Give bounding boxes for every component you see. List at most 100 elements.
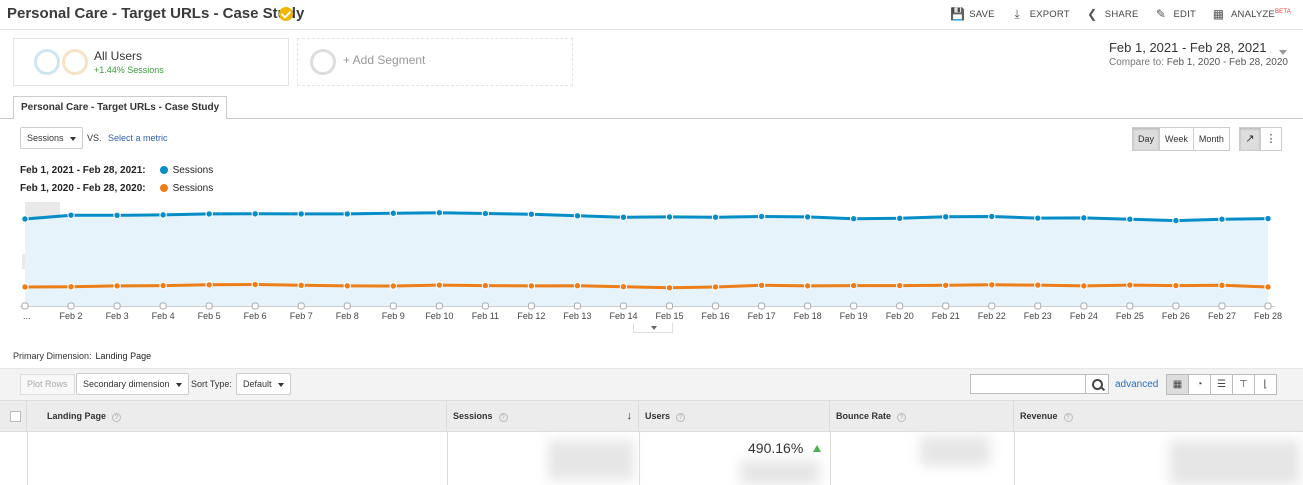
legend-current-range: Feb 1, 2021 - Feb 28, 2021:	[20, 165, 146, 176]
advanced-filter-link[interactable]: advanced	[1115, 379, 1159, 390]
data-point	[665, 284, 674, 292]
pie-chart-view-icon[interactable]: ◔	[1188, 374, 1211, 395]
redacted-sessions-value	[548, 440, 634, 480]
tab-report[interactable]: Personal Care - Target URLs - Case Study	[13, 96, 228, 119]
data-point	[942, 281, 950, 290]
help-icon[interactable]: ?	[498, 413, 508, 422]
chart-areas	[25, 212, 1268, 306]
data-point	[67, 211, 75, 219]
x-tick-marker	[67, 302, 75, 310]
day-button[interactable]: Day	[1132, 127, 1161, 151]
select-all-checkbox[interactable]	[10, 411, 21, 422]
data-point	[988, 281, 996, 289]
export-button[interactable]: ⤓ EXPORT	[1011, 8, 1070, 21]
plot-rows-button[interactable]: Plot Rows	[20, 374, 75, 395]
table-search-input[interactable]	[970, 374, 1086, 394]
x-tick-label: Feb 17	[748, 311, 776, 321]
data-point	[711, 283, 720, 291]
segment-name: All Users	[94, 49, 143, 63]
data-point	[619, 282, 628, 291]
col-landing-page[interactable]: Landing Page?	[27, 401, 447, 431]
week-button[interactable]: Week	[1159, 127, 1194, 151]
analyze-label: ANALYZEBETA	[1230, 8, 1291, 21]
help-icon[interactable]: ?	[897, 413, 907, 422]
col-users[interactable]: Users?	[639, 401, 830, 431]
data-point	[343, 282, 351, 290]
tab-divider	[0, 118, 1303, 119]
x-tick-label: Feb 28	[1254, 311, 1282, 321]
col-revenue[interactable]: Revenue?	[1014, 401, 1303, 431]
comparison-view-icon[interactable]: ⊤	[1232, 374, 1255, 395]
legend-current: Feb 1, 2021 - Feb 28, 2021: Sessions	[20, 165, 213, 176]
cell-divider	[639, 432, 640, 485]
chevron-down-icon[interactable]	[1279, 50, 1287, 55]
data-point	[251, 210, 259, 218]
month-button[interactable]: Month	[1192, 127, 1230, 151]
date-range-picker[interactable]: Feb 1, 2021 - Feb 28, 2021 Compare to: F…	[1109, 40, 1288, 68]
select-all-cell	[0, 401, 27, 431]
x-tick-marker	[113, 302, 121, 310]
x-tick-label: Feb 7	[290, 311, 313, 321]
legend-previous: Feb 1, 2020 - Feb 28, 2020: Sessions	[20, 183, 213, 194]
x-tick-marker	[850, 302, 858, 310]
x-tick-marker	[666, 302, 674, 310]
granularity-toggle: Day Week Month	[1132, 127, 1230, 151]
x-tick-marker	[1126, 302, 1134, 310]
primary-dimension-value[interactable]: Landing Page	[95, 351, 152, 361]
series-line	[24, 282, 1269, 290]
term-cloud-view-icon[interactable]: ⌊	[1254, 374, 1277, 395]
col-bounce-rate[interactable]: Bounce Rate?	[830, 401, 1014, 431]
data-point	[21, 215, 29, 223]
table-toolbar: Plot Rows Secondary dimension Sort Type:…	[0, 368, 1303, 400]
edit-button[interactable]: ✎ EDIT	[1155, 8, 1196, 21]
data-table-view-icon[interactable]: ▦	[1166, 374, 1189, 395]
empty-segment-circle-icon	[310, 49, 336, 75]
data-point	[803, 213, 812, 221]
select-metric-link[interactable]: Select a metric	[108, 133, 168, 143]
x-tick-label: Feb 9	[382, 311, 405, 321]
data-point	[1172, 216, 1180, 225]
line-chart-icon[interactable]: ↗	[1239, 127, 1261, 151]
chart-points	[21, 209, 1272, 292]
legend-previous-range: Feb 1, 2020 - Feb 28, 2020:	[20, 183, 146, 194]
help-icon[interactable]: ?	[676, 413, 686, 422]
metric-select[interactable]: Sessions	[20, 127, 83, 149]
share-button[interactable]: ❮ SHARE	[1086, 8, 1139, 21]
chart-type-toggle: ↗ ⋮	[1239, 127, 1282, 151]
x-tick-marker	[297, 302, 305, 310]
x-tick-label: Feb 20	[886, 311, 914, 321]
primary-dimension: Primary Dimension: Landing Page	[13, 351, 152, 361]
x-tick-label: Feb 19	[840, 311, 868, 321]
segment-all-users[interactable]: All Users +1.44% Sessions	[13, 38, 289, 86]
x-tick-marker	[942, 302, 950, 310]
x-tick-label: Feb 23	[1024, 311, 1052, 321]
cell-divider	[27, 432, 28, 485]
data-point	[573, 282, 582, 290]
x-tick-marker	[712, 302, 720, 310]
help-icon[interactable]: ?	[1063, 413, 1073, 422]
add-segment-button[interactable]: + Add Segment	[297, 38, 573, 86]
search-icon[interactable]	[1085, 374, 1109, 394]
chart-collapse-toggle[interactable]	[633, 323, 673, 333]
col-sessions[interactable]: Sessions? ↓	[447, 401, 639, 431]
data-point	[527, 210, 536, 218]
analyze-button[interactable]: ▦ ANALYZEBETA	[1212, 8, 1291, 21]
save-button[interactable]: 💾 SAVE	[950, 8, 994, 21]
secondary-dimension-select[interactable]: Secondary dimension	[76, 373, 189, 395]
motion-chart-icon[interactable]: ⋮	[1260, 127, 1282, 151]
performance-view-icon[interactable]: ☰	[1210, 374, 1233, 395]
x-tick-label: Feb 12	[517, 311, 545, 321]
x-tick-marker	[988, 302, 996, 310]
x-tick-marker	[619, 302, 627, 310]
x-tick-marker	[758, 302, 766, 310]
x-tick-label: Feb 18	[794, 311, 822, 321]
x-tick-label: Feb 16	[702, 311, 730, 321]
export-label: EXPORT	[1029, 9, 1070, 20]
help-icon[interactable]: ?	[112, 413, 122, 422]
data-point	[1034, 214, 1042, 222]
sort-type-select[interactable]: Default	[236, 373, 291, 395]
data-point	[1034, 281, 1042, 289]
series-line	[24, 211, 1269, 223]
x-tick-marker	[481, 302, 489, 310]
sort-type-label: Sort Type:	[191, 379, 232, 389]
